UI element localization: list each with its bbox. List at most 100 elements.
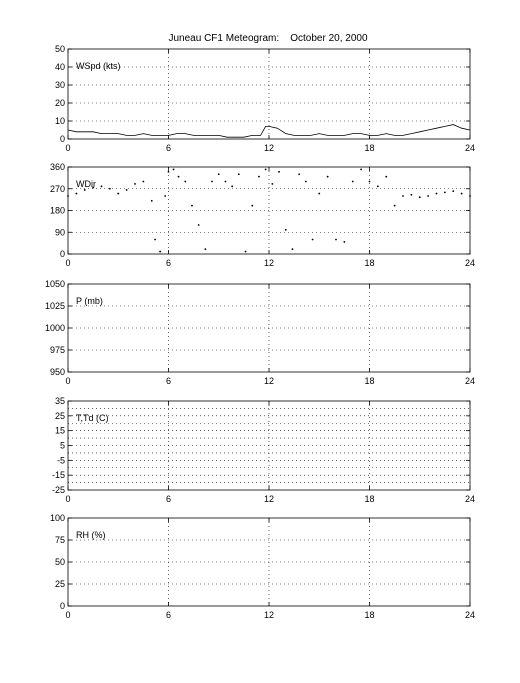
data-point bbox=[154, 238, 157, 241]
data-point bbox=[460, 192, 463, 195]
data-point bbox=[418, 196, 421, 199]
data-point bbox=[211, 180, 213, 183]
x-tick-label: 24 bbox=[465, 610, 475, 620]
data-point bbox=[92, 186, 95, 189]
data-point bbox=[427, 195, 430, 197]
data-point bbox=[217, 173, 220, 176]
y-tick-label: 25 bbox=[55, 411, 65, 421]
data-point bbox=[125, 189, 128, 191]
x-tick-label: 12 bbox=[264, 258, 274, 268]
data-point bbox=[326, 175, 329, 178]
data-point bbox=[172, 168, 175, 171]
x-tick-label: 12 bbox=[264, 143, 274, 153]
y-tick-label: 0 bbox=[60, 134, 65, 144]
data-point bbox=[164, 195, 167, 197]
data-point bbox=[108, 187, 111, 190]
data-point bbox=[159, 250, 162, 253]
y-tick-label: 15 bbox=[55, 426, 65, 436]
y-tick-label: 100 bbox=[50, 513, 65, 523]
y-tick-label: 975 bbox=[50, 345, 65, 355]
x-tick-label: 24 bbox=[465, 143, 475, 153]
series-line bbox=[67, 124, 471, 138]
x-tick-label: 18 bbox=[364, 258, 374, 268]
x-tick-label: 18 bbox=[364, 494, 374, 504]
data-point bbox=[311, 238, 314, 241]
data-point bbox=[167, 170, 170, 173]
data-point bbox=[368, 180, 371, 183]
y-tick-label: 35 bbox=[55, 396, 65, 406]
data-point bbox=[335, 238, 337, 241]
data-point bbox=[75, 192, 78, 195]
x-tick-label: 12 bbox=[264, 610, 274, 620]
data-point bbox=[83, 189, 86, 191]
data-point bbox=[177, 175, 180, 178]
x-tick-label: 0 bbox=[65, 376, 70, 386]
data-point bbox=[271, 183, 274, 185]
data-point bbox=[117, 192, 120, 195]
y-tick-label: 90 bbox=[55, 227, 65, 237]
x-tick-label: 18 bbox=[364, 376, 374, 386]
y-tick-label: -15 bbox=[52, 470, 65, 480]
y-tick-label: 1050 bbox=[45, 279, 65, 289]
x-tick-label: 6 bbox=[166, 494, 171, 504]
data-point bbox=[443, 191, 446, 194]
y-tick-label: 25 bbox=[55, 579, 65, 589]
y-tick-label: 30 bbox=[55, 80, 65, 90]
y-tick-label: 20 bbox=[55, 98, 65, 108]
panel-label: WDir bbox=[76, 179, 96, 189]
data-point bbox=[237, 173, 240, 176]
panel-5: 0 6 12 18 24 0 25 50 75 100 RH (%) bbox=[50, 513, 475, 620]
data-point bbox=[410, 193, 413, 196]
x-tick-label: 0 bbox=[65, 610, 70, 620]
panel-label: P (mb) bbox=[76, 296, 103, 306]
data-point bbox=[291, 248, 294, 251]
data-point bbox=[452, 190, 455, 193]
panel-2: 0 6 12 18 24 0 90 180 270 360 WDir bbox=[50, 162, 475, 268]
panel-3: 0 6 12 18 24 950 975 1000 1025 1050 P (mb) bbox=[45, 279, 475, 386]
panel-label: RH (%) bbox=[76, 530, 106, 540]
y-tick-label: -5 bbox=[57, 455, 65, 465]
data-point bbox=[184, 180, 187, 183]
data-point bbox=[385, 175, 388, 178]
y-tick-label: -25 bbox=[52, 485, 65, 495]
x-tick-label: 0 bbox=[65, 494, 70, 504]
panel-4: 0 6 12 18 24 -25 -15 -5 5 15 25 35 T,Td (C) bbox=[52, 396, 475, 504]
data-point bbox=[435, 192, 438, 195]
data-point bbox=[142, 180, 145, 183]
data-point bbox=[360, 168, 363, 171]
x-tick-label: 12 bbox=[264, 494, 274, 504]
data-point bbox=[244, 250, 247, 253]
y-tick-label: 950 bbox=[50, 367, 65, 377]
x-tick-label: 0 bbox=[65, 143, 70, 153]
y-tick-label: 50 bbox=[55, 557, 65, 567]
y-tick-label: 0 bbox=[60, 249, 65, 259]
y-tick-label: 360 bbox=[50, 162, 65, 172]
data-point bbox=[304, 180, 307, 183]
x-tick-label: 6 bbox=[166, 143, 171, 153]
x-tick-label: 6 bbox=[166, 610, 171, 620]
y-tick-label: 40 bbox=[55, 62, 65, 72]
x-tick-label: 18 bbox=[364, 143, 374, 153]
data-point bbox=[251, 204, 254, 207]
data-point bbox=[402, 195, 404, 197]
x-tick-label: 24 bbox=[465, 376, 475, 386]
data-point bbox=[224, 180, 227, 183]
y-tick-label: 10 bbox=[55, 116, 65, 126]
data-point bbox=[191, 204, 193, 207]
y-tick-label: 75 bbox=[55, 535, 65, 545]
y-tick-label: 1025 bbox=[45, 301, 65, 311]
x-tick-label: 18 bbox=[364, 610, 374, 620]
data-point bbox=[150, 199, 153, 202]
data-point bbox=[134, 183, 136, 185]
data-point bbox=[100, 185, 103, 188]
data-point bbox=[376, 185, 379, 188]
panel-1: 0 6 12 18 24 0 10 20 30 40 50 WSpd (kts) bbox=[55, 44, 475, 153]
x-tick-label: 0 bbox=[65, 258, 70, 268]
x-tick-label: 24 bbox=[465, 258, 475, 268]
data-point bbox=[264, 168, 267, 171]
x-tick-label: 6 bbox=[166, 376, 171, 386]
panel-label: T,Td (C) bbox=[76, 413, 109, 423]
data-point bbox=[284, 228, 287, 231]
panel-label: WSpd (kts) bbox=[76, 61, 121, 71]
